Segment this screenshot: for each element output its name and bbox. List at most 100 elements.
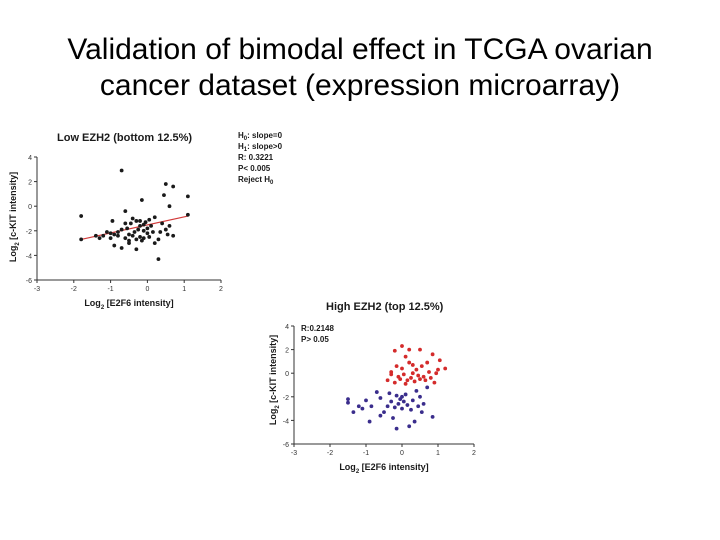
low-ezh2-data-point [119, 227, 124, 232]
low-ezh2-data-point [101, 233, 106, 238]
low-ezh2-data-point [136, 227, 141, 232]
low-ezh2-annotation: H0: slope=0 [238, 131, 283, 142]
high-ezh2-data-point [407, 360, 412, 365]
low-ezh2-data-point [167, 223, 172, 228]
high-ezh2-y-tick-label: 0 [285, 371, 289, 378]
high-ezh2-data-point [387, 391, 392, 396]
low-ezh2-x-tick-label: -2 [71, 286, 77, 293]
high-ezh2-data-point [410, 371, 415, 376]
low-ezh2-data-point [108, 236, 113, 241]
high-ezh2-x-tick-label: 2 [472, 450, 476, 457]
low-ezh2-chart-title: Low EZH2 (bottom 12.5%) [57, 132, 192, 144]
low-ezh2-data-point [158, 230, 163, 234]
low-ezh2-data-point [171, 184, 176, 189]
low-ezh2-annotation: Reject H0 [238, 175, 274, 186]
high-ezh2-data-point [410, 398, 415, 403]
low-ezh2-data-point [167, 204, 172, 209]
high-ezh2-scatter-chart: High EZH2 (top 12.5%)420-2-4-6-3 -2 -1 0 1 2L… [268, 301, 476, 475]
low-ezh2-data-point [97, 236, 102, 241]
high-ezh2-x-axis-label: Log2 [E2F6 intensity] [339, 462, 428, 475]
high-ezh2-data-point [367, 419, 372, 424]
low-ezh2-x-tick-label: 0 [145, 286, 149, 293]
low-ezh2-data-point [141, 236, 146, 241]
low-ezh2-data-point [110, 219, 115, 223]
low-ezh2-data-point [185, 194, 190, 199]
high-ezh2-data-point [392, 380, 397, 385]
low-ezh2-x-tick-label: -1 [107, 286, 113, 293]
high-ezh2-data-point [392, 405, 397, 410]
high-ezh2-x-tick-label: 1 [436, 450, 440, 457]
low-ezh2-data-point [147, 217, 152, 222]
high-ezh2-data-point [419, 410, 424, 415]
low-ezh2-data-point [93, 233, 98, 238]
high-ezh2-data-point [414, 389, 419, 393]
high-ezh2-chart-title: High EZH2 (top 12.5%) [326, 301, 444, 313]
high-ezh2-annotation: R:0.2148 [301, 324, 334, 333]
low-ezh2-data-point [134, 247, 139, 252]
low-ezh2-data-point [149, 223, 153, 228]
low-ezh2-data-point [151, 230, 155, 234]
high-ezh2-data-point [385, 378, 390, 383]
high-ezh2-data-point [432, 380, 437, 385]
low-ezh2-data-point [152, 241, 157, 245]
high-ezh2-data-point [385, 404, 390, 409]
low-ezh2-data-point [138, 223, 142, 228]
high-ezh2-data-point [394, 393, 399, 398]
high-ezh2-data-point [403, 392, 408, 397]
high-ezh2-data-point [436, 367, 440, 372]
low-ezh2-x-tick-label: 1 [182, 286, 186, 293]
low-ezh2-x-axis-label: Log2 [E2F6 intensity] [84, 298, 173, 311]
low-ezh2-data-point [123, 236, 128, 241]
low-ezh2-regression-line [81, 215, 189, 240]
low-ezh2-data-point [105, 230, 109, 234]
high-ezh2-y-tick-label: -6 [283, 442, 289, 449]
high-ezh2-data-point [346, 400, 350, 405]
low-ezh2-data-point [123, 209, 128, 214]
low-ezh2-data-point [119, 168, 124, 173]
high-ezh2-data-point [421, 401, 426, 406]
low-ezh2-data-point [130, 233, 135, 238]
high-ezh2-data-point [412, 379, 417, 384]
high-ezh2-data-point [401, 399, 406, 404]
low-ezh2-x-tick-label: 2 [219, 286, 223, 293]
high-ezh2-data-point [430, 414, 435, 419]
slide-title-line-2: cancer dataset (expression microarray) [99, 69, 621, 102]
low-ezh2-data-point [79, 214, 84, 218]
high-ezh2-data-point [407, 424, 412, 429]
high-ezh2-data-point [410, 363, 415, 367]
high-ezh2-data-point [391, 416, 395, 420]
high-ezh2-data-point [374, 390, 379, 394]
low-ezh2-y-axis-label-group: Log2 [c-KIT intensity] [8, 172, 21, 262]
high-ezh2-data-point [401, 372, 406, 377]
high-ezh2-annotation: P> 0.05 [301, 335, 329, 344]
high-ezh2-data-point [378, 413, 383, 418]
low-ezh2-data-point [145, 226, 150, 231]
high-ezh2-data-point [400, 366, 404, 371]
low-ezh2-data-point [141, 228, 146, 233]
low-ezh2-data-point [116, 230, 120, 234]
high-ezh2-data-point [360, 406, 365, 411]
low-ezh2-data-point [138, 235, 142, 239]
high-ezh2-data-point [389, 370, 394, 374]
high-ezh2-x-tick-label: -2 [327, 450, 333, 457]
high-ezh2-data-point [382, 410, 386, 415]
low-ezh2-data-point [163, 227, 168, 232]
high-ezh2-data-point [416, 404, 421, 409]
high-ezh2-data-point [364, 398, 368, 403]
low-ezh2-data-point [138, 219, 142, 223]
low-ezh2-y-tick-label: -4 [26, 253, 32, 260]
low-ezh2-data-point [79, 237, 84, 242]
low-ezh2-data-point [163, 182, 168, 186]
high-ezh2-x-tick-label: -3 [291, 450, 297, 457]
low-ezh2-data-point [119, 246, 124, 250]
high-ezh2-data-point [409, 407, 413, 412]
high-ezh2-data-point [356, 404, 361, 409]
low-ezh2-data-point [143, 220, 148, 225]
low-ezh2-data-point [130, 216, 135, 221]
high-ezh2-data-point [407, 347, 412, 352]
high-ezh2-y-tick-label: 4 [285, 324, 289, 331]
low-ezh2-data-point [123, 221, 128, 226]
high-ezh2-data-point [398, 377, 403, 381]
low-ezh2-y-tick-label: -2 [26, 229, 32, 236]
low-ezh2-data-point [125, 226, 130, 231]
